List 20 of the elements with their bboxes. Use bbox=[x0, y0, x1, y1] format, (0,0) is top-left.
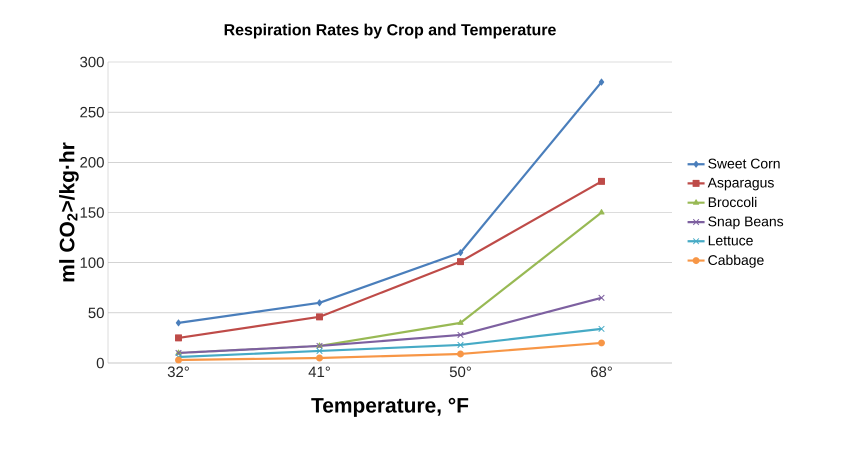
y-axis-title: ml CO$_{2}$>/kg·hr bbox=[59, 142, 79, 282]
x-axis-title: Temperature, °F bbox=[311, 398, 468, 417]
y-tick-label: 100 bbox=[80, 257, 104, 268]
x-tick-label: 50° bbox=[450, 366, 471, 378]
x-tick-label: 32° bbox=[168, 366, 189, 378]
legend-label: Snap Beans bbox=[708, 216, 784, 230]
legend-label: Lettuce bbox=[708, 236, 753, 246]
legend-label: Broccoli bbox=[708, 196, 756, 208]
chart-title: Respiration Rates by Crop and Temperature bbox=[224, 24, 556, 38]
legend-label: Cabbage bbox=[708, 254, 764, 268]
y-tick-label: 250 bbox=[80, 106, 104, 118]
y-tick-label: 150 bbox=[80, 207, 104, 218]
legend-label: Sweet Corn bbox=[708, 158, 780, 168]
y-tick-label: 300 bbox=[80, 56, 104, 68]
x-tick-label: 68° bbox=[590, 366, 612, 378]
y-tick-label: 50 bbox=[88, 308, 104, 318]
legend-label: Asparagus bbox=[708, 178, 774, 190]
y-tick-label: 0 bbox=[96, 358, 104, 368]
x-tick-label: 41° bbox=[308, 366, 330, 377]
y-tick-label: 200 bbox=[80, 157, 104, 168]
